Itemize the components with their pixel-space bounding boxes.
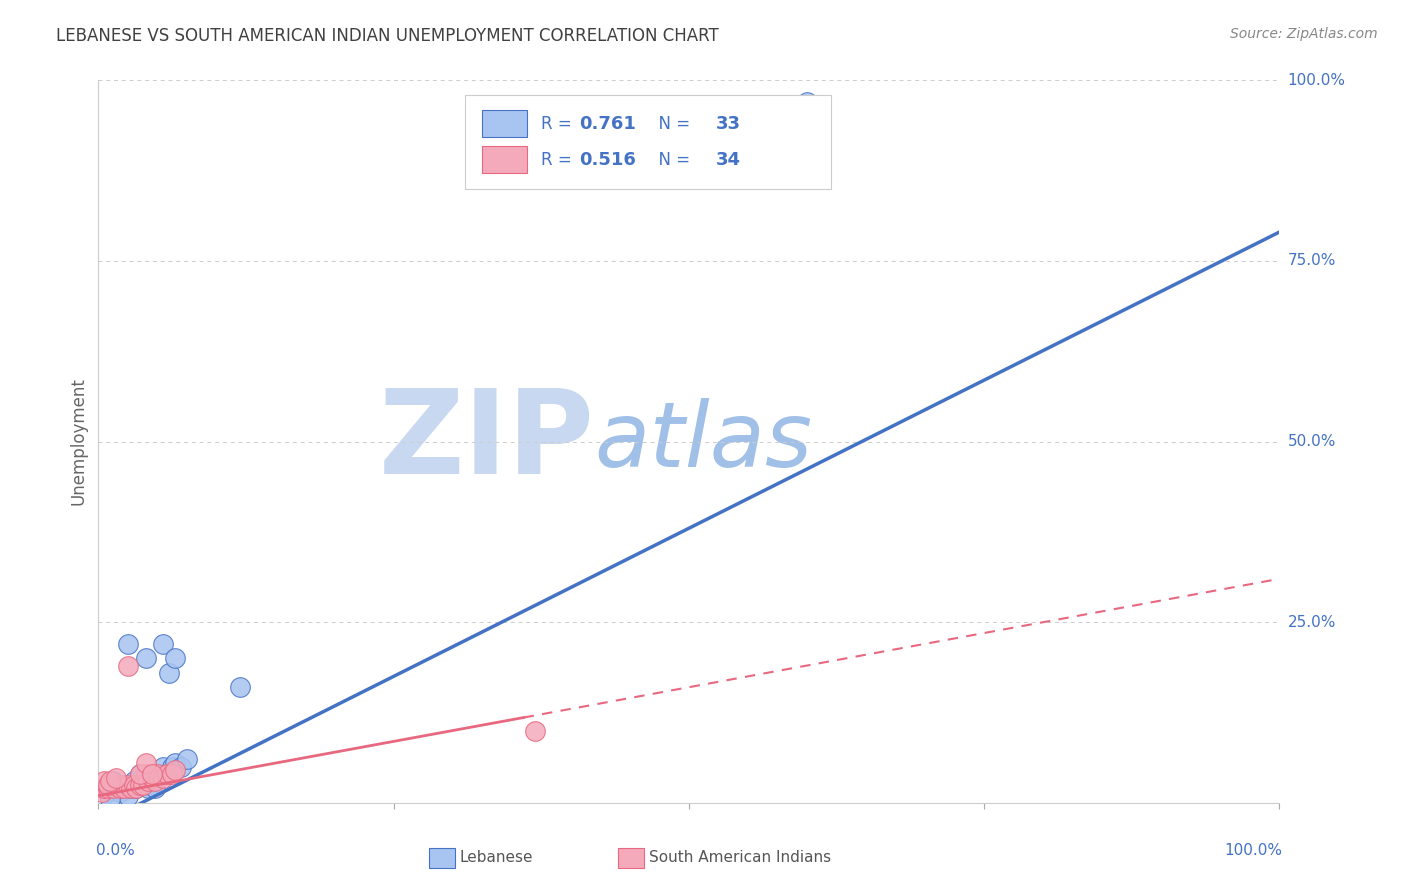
Point <box>143 781 166 796</box>
Point <box>165 764 187 778</box>
Text: R =: R = <box>541 115 578 133</box>
FancyBboxPatch shape <box>464 95 831 189</box>
Point <box>146 767 169 781</box>
Point <box>112 781 135 796</box>
Text: Source: ZipAtlas.com: Source: ZipAtlas.com <box>1230 27 1378 41</box>
Point <box>157 665 180 680</box>
Text: 75.0%: 75.0% <box>1288 253 1336 268</box>
Point <box>170 760 193 774</box>
Text: R =: R = <box>541 151 578 169</box>
Point <box>105 778 128 792</box>
Point <box>96 778 118 792</box>
Point <box>93 781 115 796</box>
Text: South American Indians: South American Indians <box>648 850 831 865</box>
Point <box>98 774 121 789</box>
Point <box>122 774 145 789</box>
Point <box>121 781 143 796</box>
Point <box>152 771 174 785</box>
Point <box>122 778 145 792</box>
Text: atlas: atlas <box>595 398 813 485</box>
Point <box>117 658 139 673</box>
Point <box>98 778 121 792</box>
Point <box>97 778 120 792</box>
Text: Lebanese: Lebanese <box>460 850 533 865</box>
Text: 50.0%: 50.0% <box>1288 434 1336 449</box>
Point <box>176 752 198 766</box>
Point <box>105 781 128 796</box>
Text: N =: N = <box>648 115 695 133</box>
Text: 33: 33 <box>716 115 741 133</box>
Point <box>111 778 134 792</box>
Point <box>146 767 169 781</box>
Text: ZIP: ZIP <box>378 384 595 499</box>
Point <box>135 778 157 792</box>
Point <box>141 774 163 789</box>
Point <box>101 781 124 796</box>
Point <box>524 723 547 738</box>
Point <box>117 637 139 651</box>
Point <box>97 781 120 796</box>
Text: 34: 34 <box>716 151 741 169</box>
FancyBboxPatch shape <box>429 847 456 868</box>
Point <box>152 637 174 651</box>
Point <box>125 781 148 796</box>
Text: 100.0%: 100.0% <box>1223 843 1282 857</box>
Point <box>101 774 124 789</box>
Point <box>160 767 183 781</box>
Text: 100.0%: 100.0% <box>1288 73 1346 87</box>
Point <box>111 778 134 792</box>
Point <box>136 781 159 796</box>
Point <box>156 767 179 781</box>
Point <box>128 767 150 781</box>
Point <box>93 774 115 789</box>
Point <box>156 767 179 781</box>
Text: N =: N = <box>648 151 695 169</box>
Point <box>98 792 121 806</box>
Text: 0.761: 0.761 <box>579 115 636 133</box>
Text: 0.0%: 0.0% <box>96 843 135 857</box>
Point <box>796 95 818 109</box>
Point <box>135 767 157 781</box>
FancyBboxPatch shape <box>482 110 527 137</box>
Point <box>117 789 139 803</box>
Point <box>141 771 163 785</box>
Point <box>136 774 159 789</box>
Text: LEBANESE VS SOUTH AMERICAN INDIAN UNEMPLOYMENT CORRELATION CHART: LEBANESE VS SOUTH AMERICAN INDIAN UNEMPL… <box>56 27 718 45</box>
Point <box>128 767 150 781</box>
Point <box>135 756 157 770</box>
Y-axis label: Unemployment: Unemployment <box>69 377 87 506</box>
Point <box>91 785 114 799</box>
Point <box>143 774 166 789</box>
Point <box>229 680 252 694</box>
Point <box>121 781 143 796</box>
Point <box>117 778 139 792</box>
Text: 0.516: 0.516 <box>579 151 636 169</box>
Point <box>105 771 128 785</box>
Point <box>108 781 131 796</box>
Point <box>125 781 148 796</box>
Point <box>128 778 150 792</box>
Point <box>141 767 163 781</box>
Point <box>160 760 183 774</box>
Text: 25.0%: 25.0% <box>1288 615 1336 630</box>
Point <box>132 778 155 792</box>
Point <box>135 651 157 665</box>
Point <box>132 778 155 792</box>
FancyBboxPatch shape <box>619 847 644 868</box>
Point <box>152 760 174 774</box>
Point <box>93 781 115 796</box>
Point <box>97 785 120 799</box>
Point <box>165 756 187 770</box>
Point <box>108 785 131 799</box>
Point <box>98 778 121 792</box>
Point <box>165 651 187 665</box>
FancyBboxPatch shape <box>482 146 527 173</box>
Point <box>112 781 135 796</box>
